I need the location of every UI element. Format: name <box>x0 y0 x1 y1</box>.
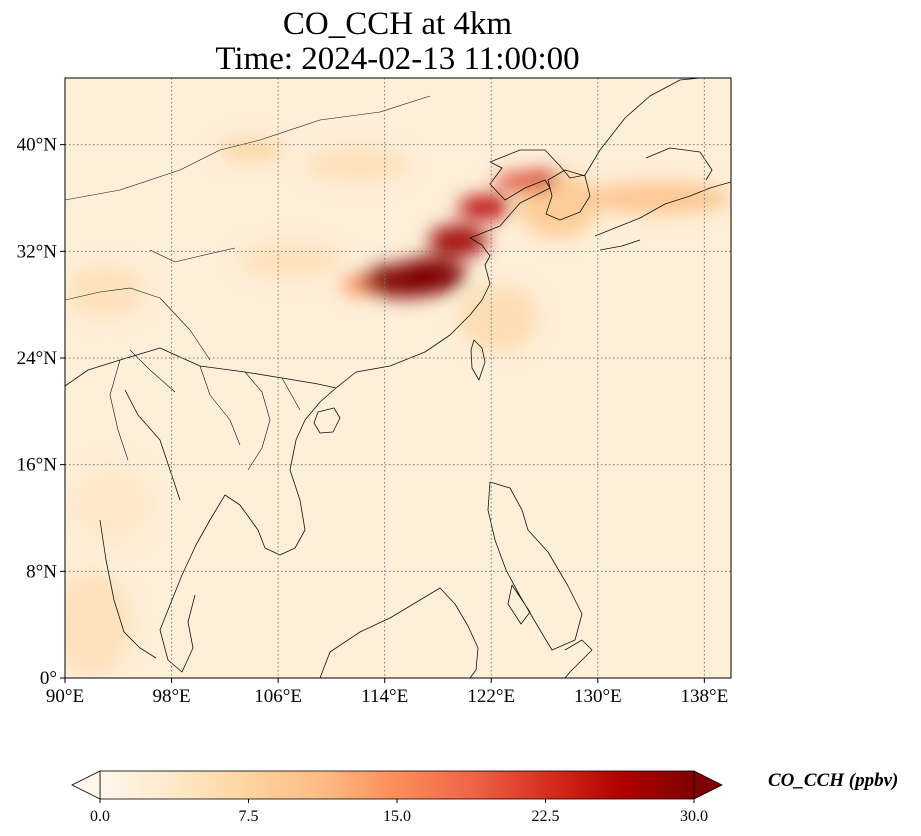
map-frame <box>64 77 732 679</box>
colorbar-tick-label: 7.5 <box>239 808 259 825</box>
co-concentration-field <box>65 138 731 678</box>
lat-tick-label: 16°N <box>17 455 58 476</box>
coastline-indochina <box>124 387 337 673</box>
plume-blob <box>71 464 152 545</box>
colorbar-extend-high <box>693 770 723 800</box>
colorbar-tick-label: 30.0 <box>680 808 708 825</box>
lat-tick-label: 24°N <box>17 348 58 369</box>
plume-blob <box>428 224 488 257</box>
coastline-china-mainland <box>65 78 701 389</box>
plume-blob <box>584 182 731 214</box>
lat-tick-label: 0° <box>40 668 57 689</box>
map-title: CO_CCH at 4km <box>282 6 513 42</box>
coastline-borneo <box>319 587 479 678</box>
coastline-hainan <box>313 407 341 434</box>
map-plot-area <box>64 77 732 679</box>
colorbar: 0.0 7.5 15.0 22.5 30.0 <box>71 770 723 825</box>
coastline-japan <box>594 147 731 251</box>
plume-blob <box>218 138 285 162</box>
coastline-sumatra <box>99 519 157 659</box>
lon-tick-label: 122°E <box>467 686 515 707</box>
plume-blob <box>238 243 345 278</box>
longitude-axis: 90°E 98°E 106°E 114°E 122°E 130°E 138°E <box>46 678 728 707</box>
lon-tick-label: 90°E <box>46 686 84 707</box>
colorbar-body <box>99 770 695 800</box>
plume-blob <box>457 195 512 220</box>
plume-blob <box>396 256 466 295</box>
map-time-subtitle: Time: 2024-02-13 11:00:00 <box>215 41 580 77</box>
plume-blob <box>531 170 558 184</box>
lon-tick-label: 138°E <box>681 686 729 707</box>
colorbar-tick-label: 22.5 <box>532 808 560 825</box>
lon-tick-label: 106°E <box>254 686 302 707</box>
map-background <box>65 78 731 678</box>
coastlines-and-borders <box>65 78 731 678</box>
lon-tick-label: 114°E <box>361 686 408 707</box>
lat-tick-label: 40°N <box>17 135 58 156</box>
colorbar-tick-label: 15.0 <box>383 808 411 825</box>
lat-tick-label: 8°N <box>26 561 57 582</box>
country-borders <box>65 95 431 471</box>
plume-blob <box>457 284 538 352</box>
colorbar-label: CO_CCH (ppbv) <box>768 770 899 791</box>
coastline-korea <box>545 169 591 221</box>
gridlines <box>65 78 731 678</box>
colorbar-extend-low <box>71 770 101 800</box>
lat-tick-label: 32°N <box>17 241 58 262</box>
plume-blob <box>304 146 412 184</box>
colorbar-tick-label: 0.0 <box>90 808 110 825</box>
plume-blob <box>65 571 132 678</box>
latitude-axis: 0° 8°N 16°N 24°N 32°N 40°N <box>17 135 65 689</box>
coastline-sulawesi <box>564 639 593 678</box>
lon-tick-label: 130°E <box>574 686 622 707</box>
coastline-philippines <box>487 481 583 651</box>
coastline-taiwan <box>470 339 486 381</box>
colorbar-ticks: 0.0 7.5 15.0 22.5 30.0 <box>90 799 708 825</box>
lon-tick-label: 98°E <box>152 686 190 707</box>
